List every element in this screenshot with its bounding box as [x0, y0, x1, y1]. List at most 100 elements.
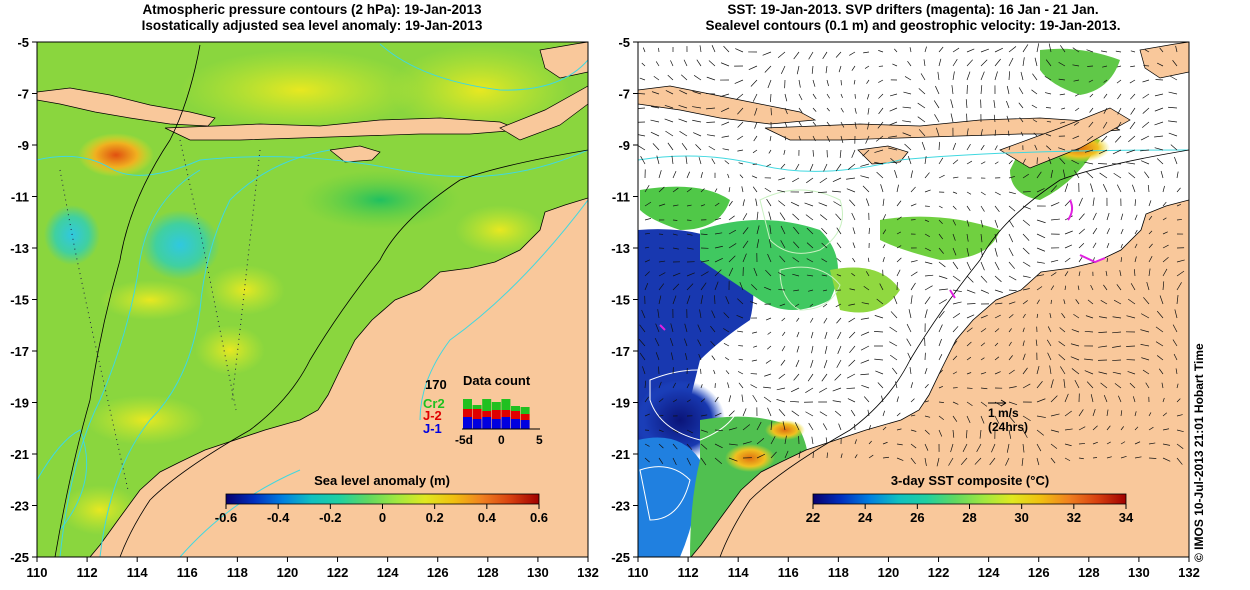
velocity-arrow [700, 260, 710, 263]
velocity-arrow [686, 188, 692, 193]
right-map-y-tick-label: -13 [611, 241, 630, 256]
velocity-arrow [889, 341, 898, 347]
velocity-arrow [1008, 369, 1015, 375]
velocity-arrow [1126, 162, 1136, 165]
velocity-arrow [765, 359, 772, 364]
velocity-arrow [1106, 441, 1111, 445]
velocity-arrow [907, 155, 912, 165]
data-count-bar-segment [501, 417, 511, 429]
velocity-arrow [1162, 281, 1165, 291]
velocity-arrow [1050, 259, 1059, 263]
data-count-bar-segment [520, 414, 530, 420]
velocity-arrow [670, 352, 674, 361]
velocity-arrow [938, 205, 943, 209]
velocity-arrow [806, 242, 814, 249]
velocity-arrow [1113, 299, 1122, 305]
left-map-x-tick-label: 120 [277, 565, 299, 580]
velocity-arrow [710, 325, 716, 333]
data-count-bar-segment [472, 405, 482, 409]
velocity-arrow [826, 135, 831, 142]
velocity-arrow [1162, 244, 1169, 249]
velocity-arrow [692, 91, 702, 95]
velocity-arrow [924, 219, 930, 222]
velocity-arrow [1008, 46, 1017, 53]
velocity-arrow [656, 155, 660, 165]
velocity-arrow [762, 51, 772, 56]
velocity-arrow [1092, 441, 1098, 445]
left-colorbar: Sea level anomaly (m) -0.6 -0.4 -0.2 0 0.2 0.… [215, 473, 548, 525]
velocity-arrow [966, 356, 972, 361]
velocity-arrow [826, 452, 828, 459]
velocity-arrow [938, 247, 944, 254]
right-map-x-tick-label: 120 [878, 565, 900, 580]
velocity-arrow [952, 371, 958, 375]
velocity-arrow [938, 354, 943, 361]
velocity-arrow [950, 99, 954, 109]
velocity-arrow [980, 71, 985, 81]
velocity-arrow [1072, 47, 1080, 53]
velocity-arrow [994, 415, 1000, 424]
left-map-x-tick-label: 124 [377, 565, 399, 580]
velocity-arrow [1008, 57, 1014, 67]
velocity-arrow [836, 317, 842, 324]
velocity-arrow [890, 311, 898, 319]
anomaly-positive-patch [390, 45, 570, 135]
velocity-arrow [938, 310, 945, 319]
velocity-arrow [764, 187, 772, 193]
velocity-arrow [751, 331, 758, 334]
velocity-arrow [862, 149, 870, 157]
velocity-arrow [1092, 242, 1097, 249]
right-map-x-tick-label: 132 [1178, 565, 1200, 580]
velocity-arrow [1022, 275, 1031, 278]
velocity-arrow [910, 414, 916, 417]
velocity-arrow [1140, 149, 1150, 152]
velocity-arrow [1168, 120, 1178, 123]
svp-drifter-track [1067, 199, 1074, 221]
velocity-arrow [952, 313, 961, 319]
velocity-arrow [1020, 71, 1024, 81]
velocity-arrow [938, 369, 943, 375]
velocity-arrow [699, 45, 702, 53]
velocity-arrow [1036, 43, 1040, 53]
velocity-arrow [952, 159, 959, 165]
velocity-arrow [1176, 187, 1181, 193]
velocity-arrow [924, 457, 927, 467]
velocity-arrow [854, 454, 858, 459]
velocity-arrow [952, 233, 956, 241]
velocity-arrow [805, 411, 814, 417]
velocity-arrow [966, 48, 975, 53]
velocity-arrow [658, 366, 660, 375]
velocity-arrow [1086, 381, 1094, 389]
velocity-arrow [966, 275, 974, 283]
velocity-arrow [1142, 107, 1150, 114]
velocity-arrow [700, 295, 704, 305]
velocity-arrow [1120, 426, 1124, 431]
velocity-arrow [1161, 382, 1164, 389]
velocity-arrow [952, 71, 955, 81]
velocity-arrow [1134, 456, 1142, 459]
velocity-arrow [1126, 315, 1136, 319]
velocity-arrow [835, 51, 842, 58]
right-map-x-tick-label: 122 [928, 565, 950, 580]
velocity-arrow [952, 191, 958, 194]
velocity-arrow [808, 51, 814, 60]
velocity-arrow [1092, 197, 1095, 207]
velocity-arrow [1034, 144, 1038, 151]
velocity-arrow [867, 107, 870, 115]
velocity-arrow [1128, 172, 1136, 179]
velocity-arrow [700, 384, 703, 389]
velocity-arrow [994, 342, 999, 347]
velocity-arrow [763, 396, 772, 403]
velocity-arrow [849, 288, 856, 291]
velocity-arrow [994, 129, 997, 137]
velocity-arrow [678, 118, 688, 123]
velocity-arrow [1019, 117, 1024, 123]
velocity-arrow [1106, 409, 1109, 417]
velocity-arrow [1008, 301, 1016, 305]
velocity-arrow [1073, 79, 1080, 82]
velocity-arrow [665, 90, 674, 95]
velocity-arrow [767, 407, 772, 417]
velocity-arrow [794, 303, 800, 307]
velocity-arrow [644, 185, 650, 193]
